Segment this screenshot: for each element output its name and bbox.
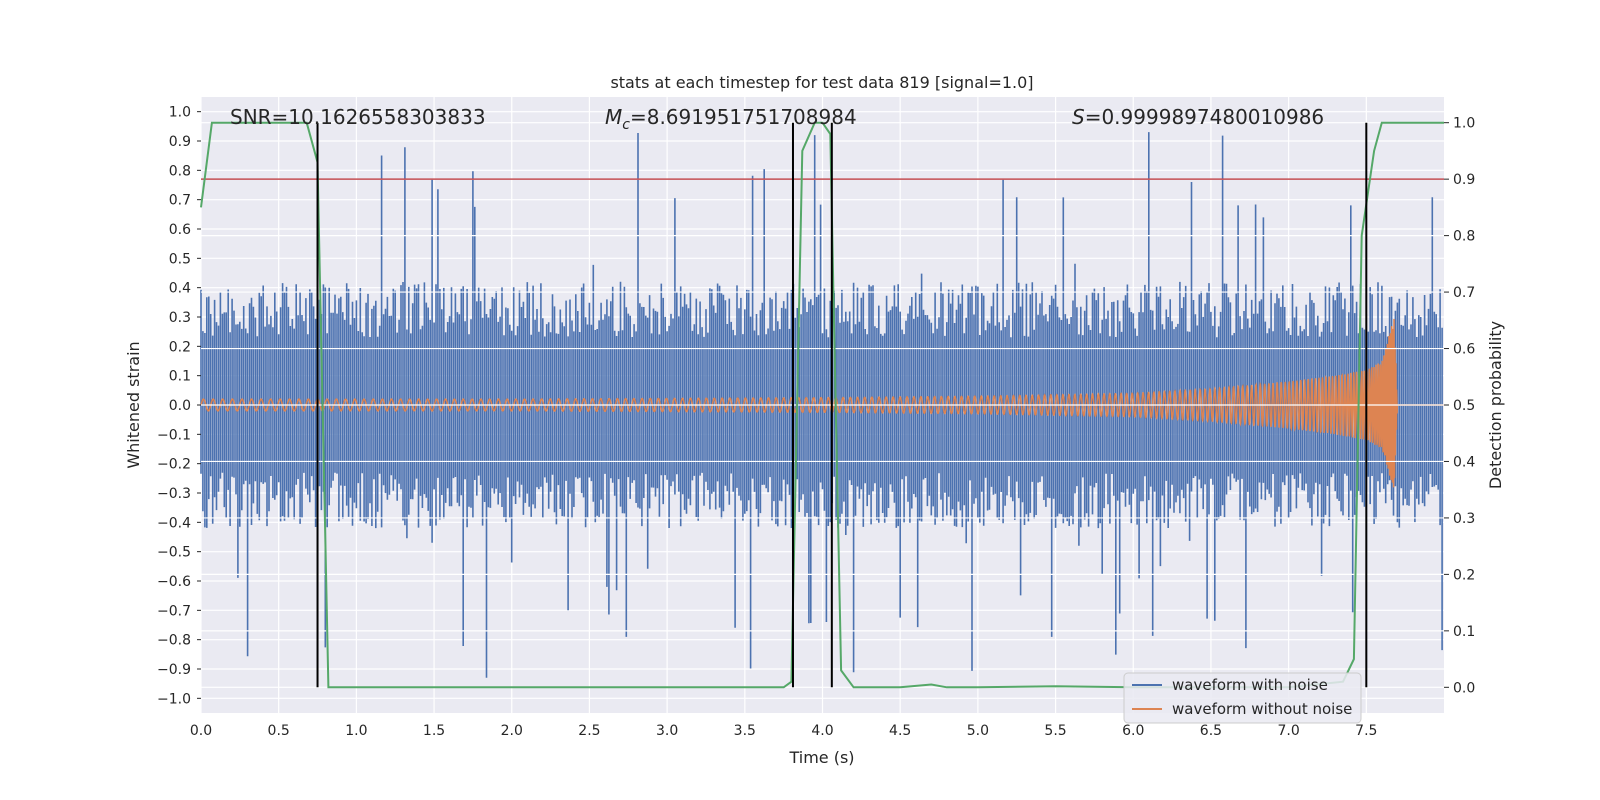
x-tick-label: 4.5 — [889, 723, 911, 739]
y2-axis-label: Detection probability — [1486, 321, 1505, 489]
y-tick-label: −0.9 — [157, 662, 191, 678]
x-tick-label: 2.0 — [501, 723, 523, 739]
tick-labels: 0.0 0.5 1.0 1.5 2.0 2.5 3.0 3.5 4.0 4.5 5.0 5.5 6.0 6… — [157, 105, 1475, 739]
y-tick-label: −0.5 — [157, 545, 191, 561]
legend: waveform with noise waveform without noi… — [1123, 672, 1362, 724]
y-tick-label: −0.4 — [157, 515, 191, 531]
y-tick-label: −0.3 — [157, 486, 191, 502]
y2-tick-label: 1.0 — [1453, 116, 1475, 132]
snr-annotation: SNR=10.1626558303833 — [230, 105, 486, 129]
score-symbol: S — [1072, 105, 1085, 129]
x-tick-label: 5.5 — [1044, 723, 1066, 739]
chirp-mass-value: =8.691951751708984 — [630, 105, 857, 129]
y2-tick-label: 0.3 — [1453, 511, 1475, 527]
chirp-mass-subscript: c — [622, 117, 630, 133]
y-tick-label: 0.3 — [169, 310, 191, 326]
y-tick-label: 0.5 — [169, 251, 191, 267]
x-tick-label: 7.5 — [1355, 723, 1377, 739]
y2-tick-label: 0.1 — [1453, 624, 1475, 640]
y2-tick-label: 0.9 — [1453, 172, 1475, 188]
x-tick-label: 1.5 — [423, 723, 445, 739]
chirp-mass-annotation: Mc=8.691951751708984 — [605, 105, 857, 133]
y-tick-label: −1.0 — [157, 691, 191, 707]
score-annotation: S=0.9999897480010986 — [1072, 105, 1324, 129]
legend-label-clean: waveform without noise — [1172, 700, 1352, 718]
legend-label-noise: waveform with noise — [1172, 676, 1328, 694]
x-tick-label: 6.5 — [1200, 723, 1222, 739]
y2-tick-label: 0.5 — [1453, 398, 1475, 414]
y-tick-label: −0.7 — [157, 603, 191, 619]
y-tick-label: 0.9 — [169, 134, 191, 150]
series-layer — [200, 132, 1444, 678]
chart-title: stats at each timestep for test data 819… — [610, 73, 1033, 92]
y-tick-label: 1.0 — [169, 105, 191, 121]
x-tick-label: 0.0 — [190, 723, 212, 739]
x-tick-label: 4.0 — [811, 723, 833, 739]
chirp-mass-symbol: M — [605, 105, 622, 129]
x-tick-label: 7.0 — [1277, 723, 1299, 739]
series-clean-waveform — [200, 318, 1444, 488]
y2-tick-label: 0.2 — [1453, 567, 1475, 583]
y-tick-label: −0.2 — [157, 457, 191, 473]
y2-tick-label: 0.8 — [1453, 229, 1475, 245]
y-tick-label: −0.6 — [157, 574, 191, 590]
y2-tick-label: 0.6 — [1453, 342, 1475, 358]
x-tick-label: 2.5 — [578, 723, 600, 739]
x-tick-label: 3.0 — [656, 723, 678, 739]
legend-box — [1123, 672, 1362, 724]
y-axis-label: Whitened strain — [124, 341, 143, 468]
y-tick-label: −0.1 — [157, 427, 191, 443]
y-tick-label: 0.4 — [169, 281, 191, 297]
y-tick-label: 0.8 — [169, 163, 191, 179]
x-tick-label: 1.0 — [345, 723, 367, 739]
x-axis-label: Time (s) — [788, 748, 854, 767]
y-tick-label: −0.8 — [157, 633, 191, 649]
x-tick-label: 3.5 — [734, 723, 756, 739]
x-tick-label: 6.0 — [1122, 723, 1144, 739]
x-tick-label: 5.0 — [967, 723, 989, 739]
y-tick-label: 0.7 — [169, 193, 191, 209]
y2-tick-label: 0.0 — [1453, 680, 1475, 696]
y-tick-label: 0.0 — [169, 398, 191, 414]
y-tick-label: 0.2 — [169, 339, 191, 355]
y-tick-label: 0.6 — [169, 222, 191, 238]
y-tick-label: 0.1 — [169, 369, 191, 385]
y2-tick-label: 0.7 — [1453, 285, 1475, 301]
x-tick-label: 0.5 — [268, 723, 290, 739]
y2-tick-label: 0.4 — [1453, 454, 1475, 470]
score-value: =0.9999897480010986 — [1085, 105, 1324, 129]
